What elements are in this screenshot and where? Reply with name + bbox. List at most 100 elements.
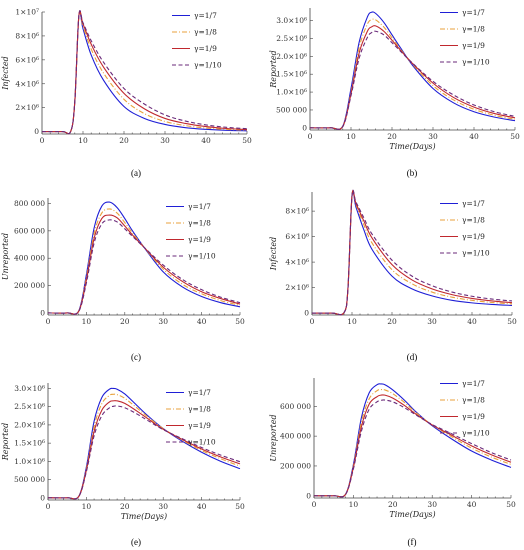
legend-label-4: γ=1/10: [462, 249, 490, 258]
legend-label-2: γ=1/8: [188, 219, 211, 228]
series-line-2: [47, 208, 241, 315]
series-line-2: [309, 18, 516, 130]
y-tick-label: 2.5×10⁶: [14, 402, 45, 411]
legend-label-3: γ=1/9: [188, 235, 211, 244]
y-tick-label: 600 000: [280, 402, 311, 411]
panel-caption: (a): [131, 168, 141, 178]
y-tick-label: 500 000: [14, 475, 45, 484]
x-axis-label: Time(Days): [121, 512, 167, 521]
x-tick-label: 50: [507, 317, 517, 326]
x-tick-label: 50: [510, 132, 520, 141]
y-tick-label: 2×10⁶: [285, 283, 309, 292]
x-tick-label: 20: [119, 136, 129, 145]
y-tick-label: 2×10⁶: [15, 103, 39, 112]
series-line-3: [47, 214, 241, 315]
y-tick-label: 0: [40, 493, 45, 502]
x-tick-label: 20: [120, 317, 130, 326]
x-tick-label: 0: [312, 500, 317, 509]
series-line-2: [313, 388, 512, 498]
y-tick-label: 0: [34, 127, 39, 136]
y-tick-label: 1.5×10⁶: [276, 70, 307, 79]
y-tick-label: 1.0×10⁶: [276, 88, 307, 97]
y-tick-label: 4×10⁶: [15, 79, 39, 88]
panel-e: 0 10 20 30 40 50 0 500 000 1.0×10⁶ 1.5×10⁶ 2.0×10⁶…: [1, 383, 245, 547]
legend-label-3: γ=1/9: [188, 421, 211, 430]
x-tick-label: 10: [346, 132, 356, 141]
x-tick-label: 30: [160, 136, 170, 145]
x-axis-label: Time(Days): [389, 510, 435, 519]
legend-label-2: γ=1/8: [194, 28, 217, 37]
y-axis-label: Reported: [1, 423, 10, 462]
x-tick-label: 40: [201, 136, 211, 145]
y-tick-label: 200 000: [14, 281, 45, 290]
legend-label-1: γ=1/7: [462, 8, 485, 17]
legend-label-4: γ=1/10: [188, 252, 216, 261]
panel-d: 0 10 20 30 40 50 0 2×10⁶ 4×10⁶ 6×10⁶ 8×10⁶ Infected…: [269, 189, 517, 362]
legend-label-2: γ=1/8: [188, 405, 211, 414]
legend-label-2: γ=1/8: [462, 216, 485, 225]
y-tick-label: 2.5×10⁶: [276, 34, 307, 43]
legend-label-2: γ=1/8: [462, 25, 485, 34]
series-line-3: [313, 394, 512, 498]
series-line-4: [47, 405, 241, 500]
x-tick-label: 50: [235, 502, 245, 511]
x-tick-label: 0: [40, 136, 45, 145]
legend: γ=1/7 γ=1/8 γ=1/9 γ=1/10: [440, 8, 490, 67]
x-tick-label: 50: [242, 136, 252, 145]
legend: γ=1/7 γ=1/8 γ=1/9 γ=1/10: [440, 199, 490, 258]
y-axis-label: Infected: [269, 237, 278, 272]
legend-label-3: γ=1/9: [194, 44, 217, 53]
x-tick-label: 0: [46, 502, 51, 511]
legend-label-1: γ=1/7: [188, 388, 211, 397]
y-tick-label: 1.5×10⁶: [14, 439, 45, 448]
legend: γ=1/7 γ=1/8 γ=1/9 γ=1/10: [440, 379, 490, 438]
x-tick-label: 10: [347, 317, 357, 326]
panel-caption: (f): [408, 537, 417, 547]
y-tick-label: 8×10⁶: [15, 31, 39, 40]
y-axis-label: Infected: [1, 56, 10, 91]
legend-label-4: γ=1/10: [188, 438, 216, 447]
series-line-3: [309, 25, 516, 130]
legend-label-2: γ=1/8: [462, 396, 485, 405]
x-tick-label: 20: [387, 132, 397, 141]
y-tick-label: 8×10⁶: [285, 207, 309, 216]
legend-label-1: γ=1/7: [188, 202, 211, 211]
x-tick-label: 0: [310, 317, 315, 326]
y-axis-label: Unreported: [269, 414, 278, 461]
legend-label-3: γ=1/9: [462, 412, 485, 421]
panel-a: 0 10 20 30 40 50 0 2×10⁶ 4×10⁶ 6×10⁶ 8×10⁶ 1×10⁷ Inf…: [1, 8, 252, 179]
legend-label-3: γ=1/9: [462, 232, 485, 241]
y-tick-label: 0: [40, 308, 45, 317]
y-tick-label: 1×10⁷: [15, 8, 39, 17]
y-tick-label: 400 000: [280, 432, 311, 441]
panel-f: 0 10 20 30 40 50 0 200 000 400 000 600 000Unrepor…: [269, 378, 516, 547]
x-tick-label: 30: [427, 500, 437, 509]
legend-label-4: γ=1/10: [462, 58, 490, 67]
legend: γ=1/7 γ=1/8 γ=1/9 γ=1/10: [166, 388, 216, 447]
y-tick-label: 0: [304, 309, 309, 318]
panel-caption: (c): [131, 352, 141, 362]
y-tick-label: 0: [306, 491, 311, 500]
y-tick-label: 3.0×10⁶: [14, 384, 45, 393]
x-tick-label: 10: [82, 502, 92, 511]
panel-caption: (d): [407, 352, 418, 362]
x-tick-label: 20: [120, 502, 130, 511]
y-axis-label: Reported: [269, 50, 278, 89]
legend-label-1: γ=1/7: [462, 199, 485, 208]
panel-c: 0 10 20 30 40 50 0 200 000 400 000 600 000 800 000…: [1, 198, 245, 362]
x-tick-label: 30: [427, 317, 437, 326]
y-axis-label: Unreported: [1, 233, 10, 280]
legend-label-4: γ=1/10: [194, 61, 222, 70]
series-line-4: [47, 219, 241, 315]
series-line-2: [41, 10, 248, 135]
x-tick-label: 0: [46, 317, 51, 326]
x-tick-label: 40: [467, 317, 477, 326]
x-tick-label: 40: [197, 317, 207, 326]
y-tick-label: 4×10⁶: [285, 258, 309, 267]
legend: γ=1/7 γ=1/8 γ=1/9 γ=1/10: [172, 11, 222, 70]
panel-b: 0 10 20 30 40 50 0 500 000 1.0×10⁶ 1.5×10⁶ 2.0×10⁶…: [269, 8, 520, 178]
series-line-3: [311, 189, 513, 316]
legend: γ=1/7 γ=1/8 γ=1/9 γ=1/10: [166, 202, 216, 261]
panel-caption: (b): [407, 168, 418, 178]
